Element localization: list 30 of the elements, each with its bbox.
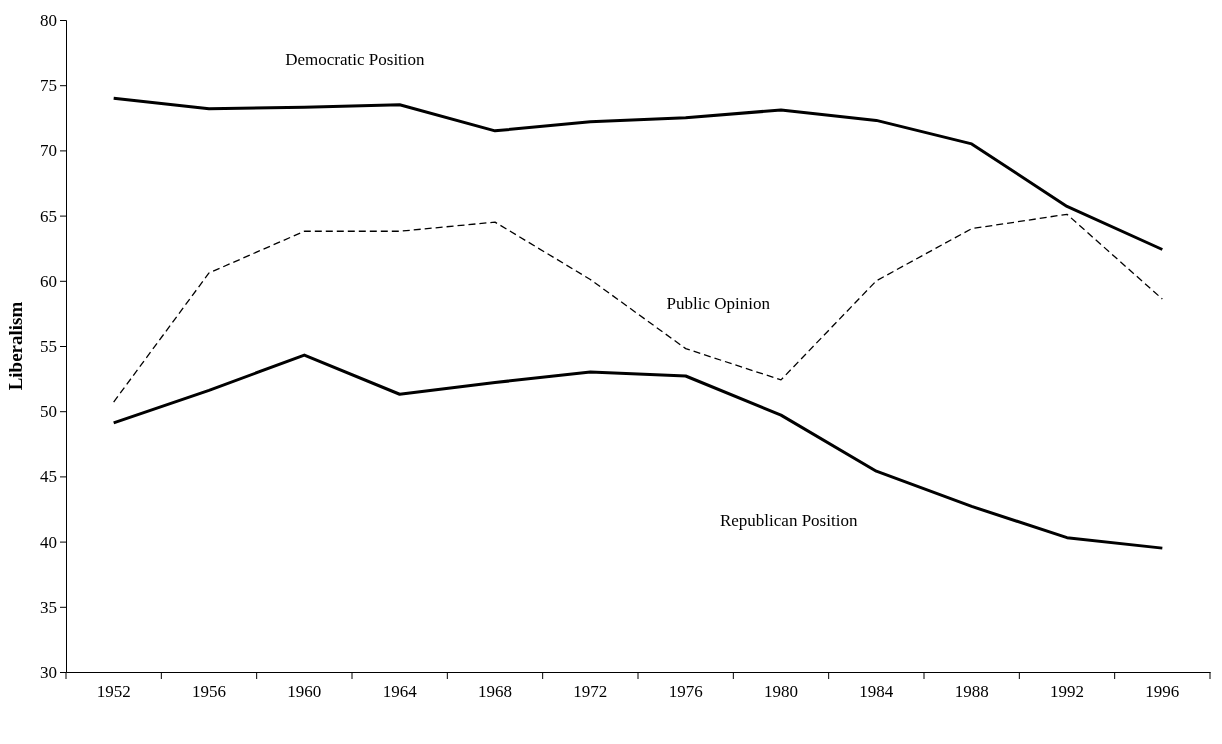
x-tick-label: 1988: [954, 682, 989, 702]
x-tick-label: 1964: [382, 682, 418, 702]
x-tick-label: 1984: [859, 682, 894, 702]
line-series: [113, 213, 1163, 403]
text: Democratic Position: [285, 50, 426, 70]
line-series: [112, 353, 1164, 550]
x-tick-label: 1980: [764, 682, 798, 702]
y-tick-label: 40: [40, 532, 57, 552]
x-tick-label: 1952: [96, 682, 131, 702]
y-tick-label: 45: [40, 467, 57, 487]
y-tick-label: 65: [40, 206, 57, 226]
line-series: [112, 96, 1164, 251]
x-tick-label: 1956: [192, 682, 226, 702]
y-tick-label: 50: [40, 402, 57, 422]
x-tick-label: 1992: [1050, 682, 1084, 702]
x-tick-label: 1968: [478, 682, 512, 702]
y-tick-label: 55: [40, 336, 57, 356]
series-label: Public Opinion: [666, 293, 771, 313]
x-tick-label: 1972: [573, 682, 608, 702]
y-tick-label: 75: [40, 76, 57, 96]
x-tick-label: 1976: [668, 682, 703, 702]
text: Republican Position: [719, 510, 858, 530]
x-tick-label: 1960: [287, 682, 322, 702]
y-tick-label: 60: [40, 271, 57, 291]
y-axis-title: Liberalism: [5, 301, 26, 391]
y-tick-label: 35: [40, 597, 57, 617]
y-tick-label: 80: [40, 10, 57, 30]
y-tick-label: 70: [40, 141, 57, 161]
y-tick-label: 30: [40, 662, 57, 682]
x-tick-label: 1996: [1145, 682, 1180, 702]
